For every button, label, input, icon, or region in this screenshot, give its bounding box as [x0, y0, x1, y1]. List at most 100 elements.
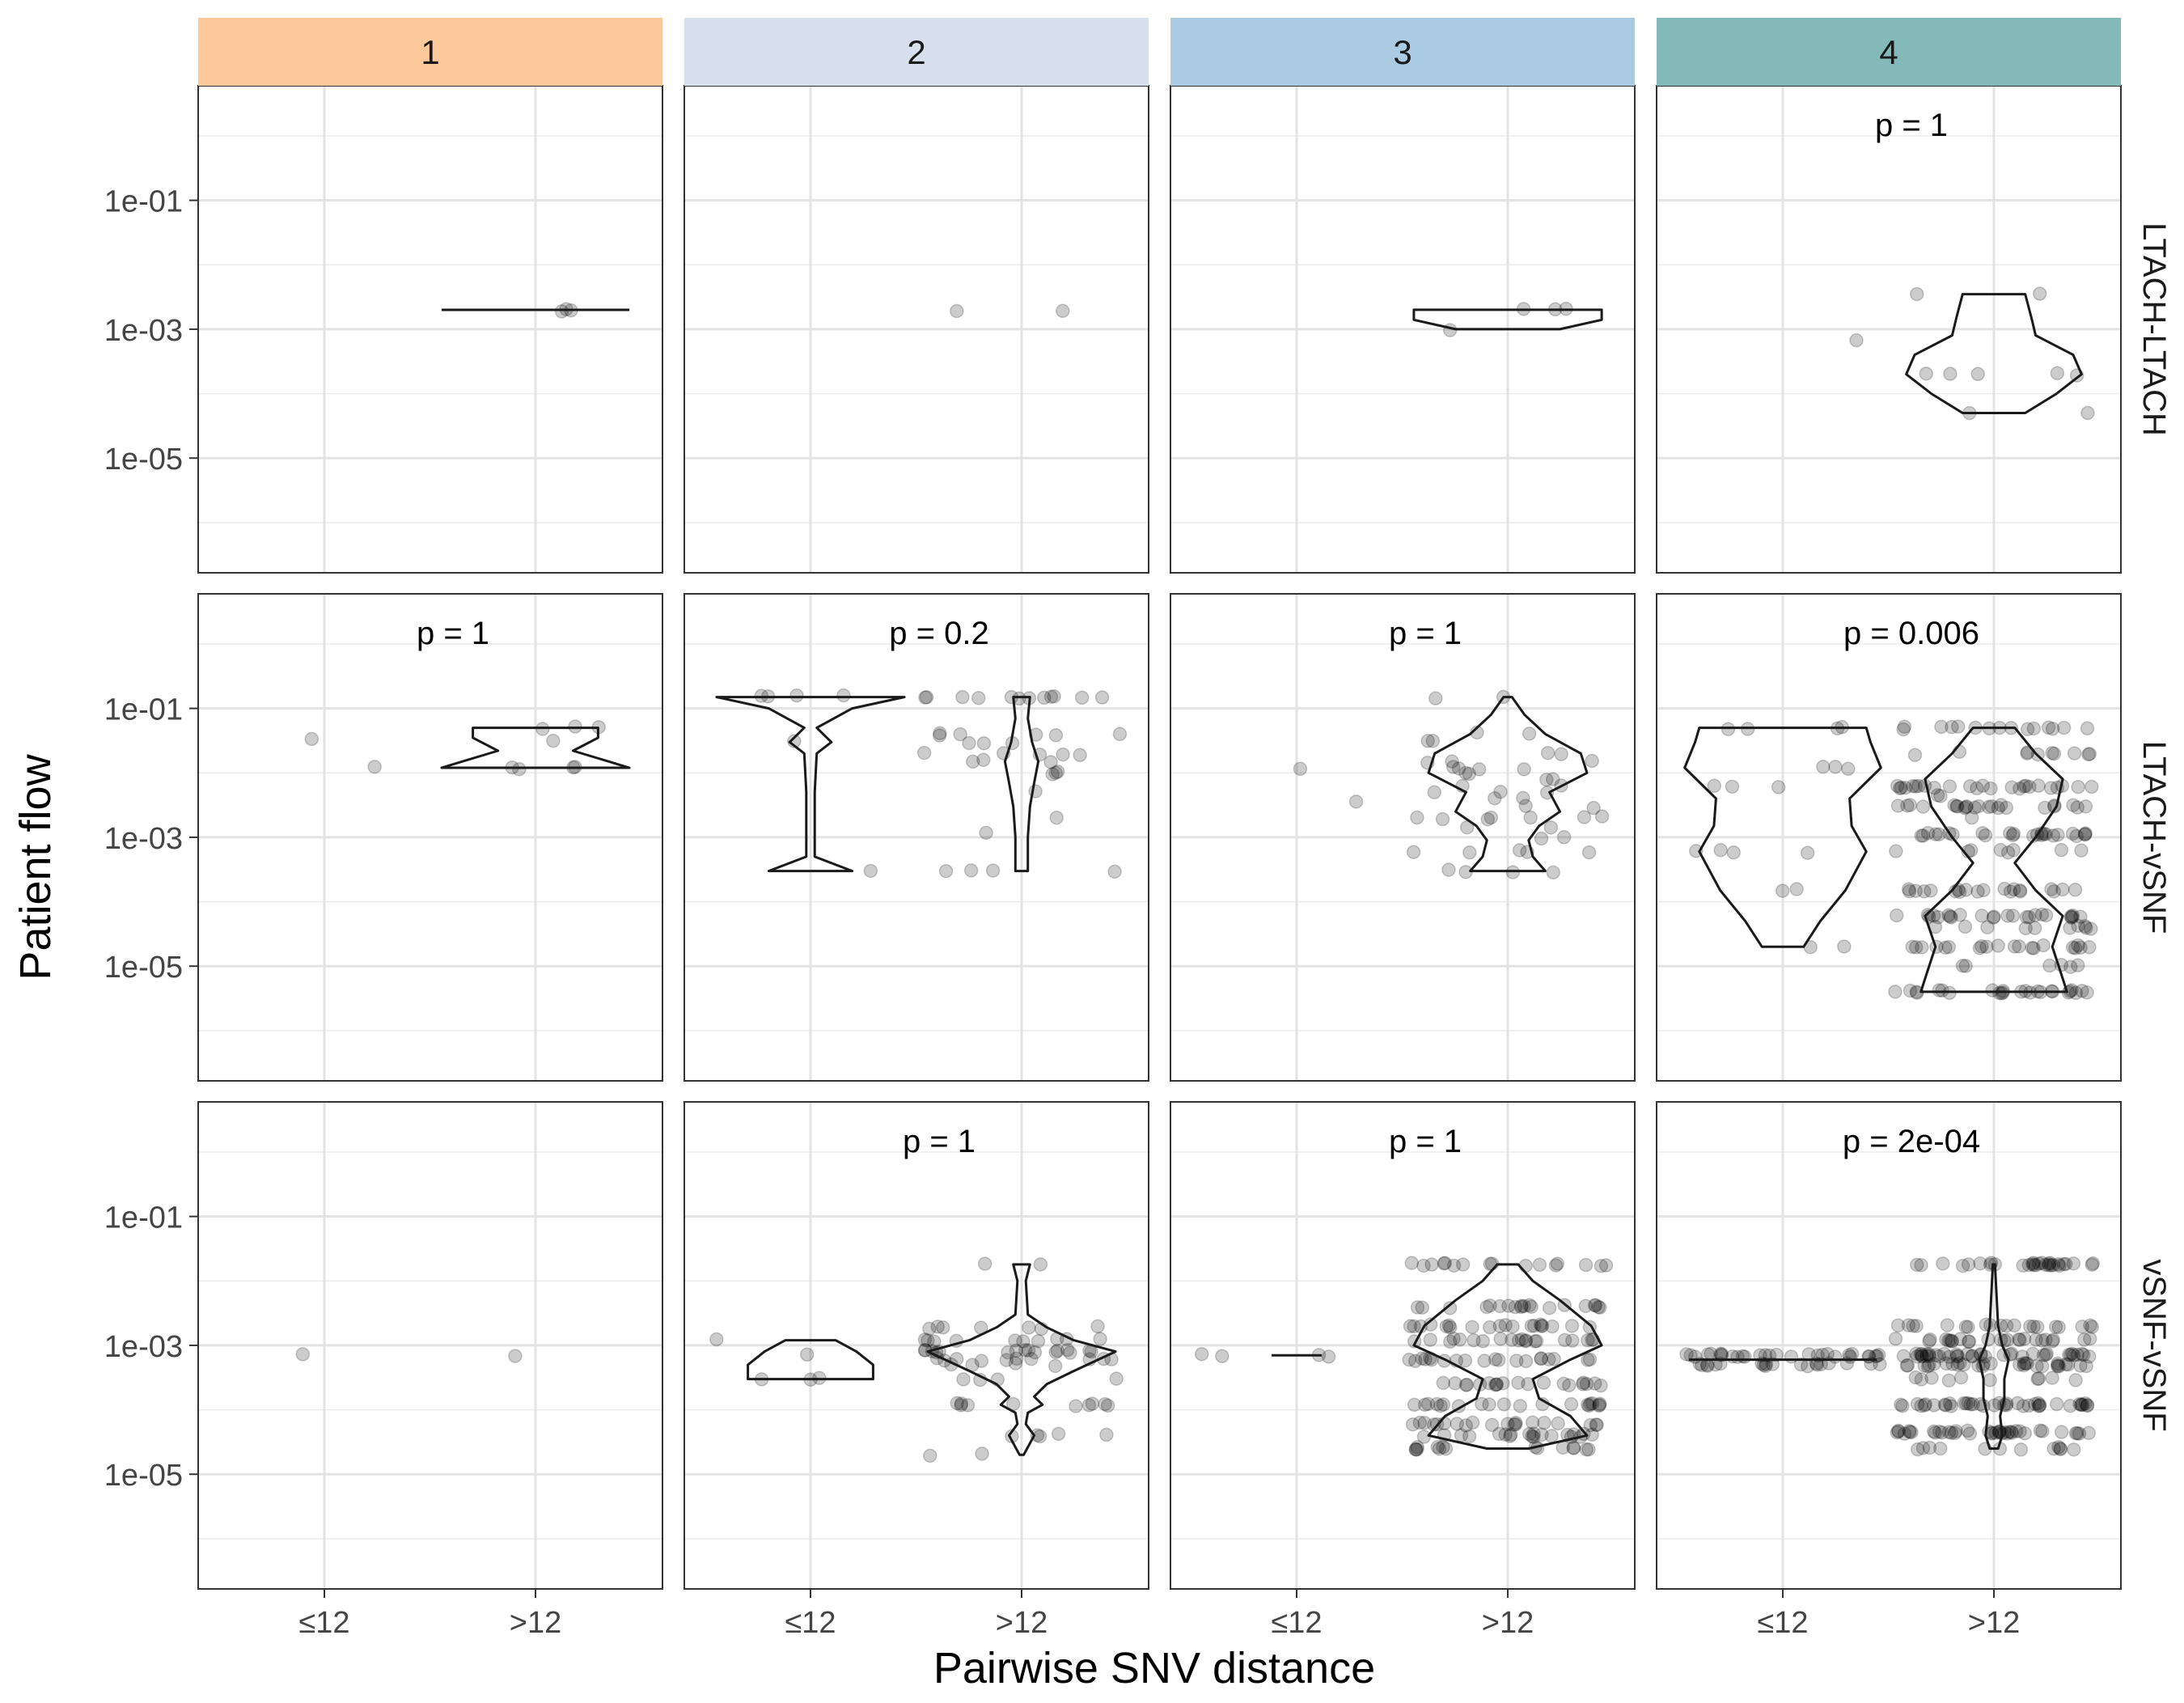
data-point — [1577, 810, 1592, 824]
data-point — [1914, 1398, 1928, 1413]
data-point — [1899, 1358, 1915, 1373]
data-point — [1050, 1343, 1065, 1358]
data-point — [2063, 921, 2077, 935]
data-point — [1950, 1349, 1966, 1364]
violin — [1003, 696, 1040, 873]
data-point — [1775, 883, 1790, 898]
data-point — [1960, 1346, 1975, 1362]
data-point — [1526, 1318, 1542, 1333]
data-point — [2046, 1257, 2061, 1273]
panel-border — [684, 593, 1149, 1082]
data-point — [954, 1396, 969, 1411]
data-point — [1534, 1319, 1549, 1333]
data-point — [1467, 1332, 1481, 1348]
data-point — [2073, 1397, 2089, 1413]
data-point — [1047, 689, 1061, 704]
data-point — [1737, 1349, 1752, 1364]
data-point — [2063, 910, 2079, 925]
data-point — [1962, 1426, 1978, 1441]
data-point — [923, 1448, 938, 1464]
data-point — [932, 728, 947, 743]
data-point — [1033, 1257, 1048, 1272]
data-point — [1888, 985, 1903, 999]
data-point — [1050, 765, 1065, 779]
data-point — [2046, 828, 2061, 843]
data-point — [1914, 1346, 1929, 1362]
data-point — [1908, 779, 1924, 794]
data-point — [1581, 1332, 1595, 1348]
data-point — [1984, 799, 2000, 814]
data-point — [1458, 1378, 1474, 1392]
data-point — [1426, 1417, 1441, 1432]
data-point — [2033, 1423, 2048, 1438]
data-point — [2066, 1256, 2081, 1271]
data-point — [1901, 1318, 1916, 1332]
panel: p = 1 — [197, 593, 663, 1082]
data-point — [1503, 1429, 1517, 1443]
data-point — [1919, 1347, 1934, 1362]
data-point — [1518, 1258, 1533, 1273]
data-point — [1988, 1426, 2003, 1440]
data-point — [2019, 909, 2034, 925]
data-point — [2032, 286, 2047, 301]
data-point — [2022, 779, 2037, 794]
data-point — [2049, 1396, 2064, 1412]
data-point — [1849, 333, 1864, 348]
data-point — [938, 863, 954, 879]
x-tick-label: ≤12 — [1757, 1606, 1808, 1640]
data-point — [975, 1447, 989, 1461]
data-point — [2026, 1256, 2041, 1270]
data-point — [2021, 909, 2037, 925]
data-point — [1022, 1320, 1036, 1335]
data-point — [1534, 831, 1549, 846]
data-point — [1488, 1352, 1503, 1366]
data-point — [1902, 883, 1917, 899]
x-tick-label: >12 — [1482, 1606, 1534, 1640]
data-point — [1908, 1370, 1924, 1385]
data-point — [2026, 1320, 2041, 1334]
data-point — [508, 1349, 523, 1363]
data-point — [1964, 810, 1979, 825]
data-point — [1037, 690, 1052, 705]
data-point — [2041, 720, 2056, 735]
data-point — [1509, 1354, 1524, 1368]
y-tick-label: 1e-03 — [104, 822, 183, 856]
data-point — [1441, 862, 1456, 877]
data-point — [1578, 1257, 1594, 1273]
data-point — [1944, 1426, 1959, 1440]
data-point — [1407, 1354, 1423, 1369]
data-point — [1814, 1357, 1828, 1371]
data-point — [1957, 1396, 1971, 1411]
data-point — [1112, 727, 1128, 742]
column-strip — [1170, 18, 1635, 86]
data-point — [1522, 727, 1537, 741]
data-point — [1967, 800, 1983, 815]
data-point — [1891, 1424, 1906, 1439]
data-point — [2003, 826, 2017, 841]
data-point — [953, 727, 967, 742]
data-point — [1980, 920, 1995, 934]
data-point — [1581, 1353, 1595, 1367]
data-point — [1048, 1358, 1063, 1374]
data-point — [1908, 940, 1924, 955]
data-point — [1593, 1300, 1607, 1315]
data-point — [2013, 1332, 2027, 1347]
data-point — [1987, 1398, 2002, 1413]
data-point — [2007, 1318, 2021, 1333]
data-point — [1060, 1342, 1075, 1358]
data-point — [2056, 1256, 2072, 1272]
data-point — [1965, 1349, 1979, 1364]
data-point — [1963, 843, 1979, 858]
data-point — [1588, 1298, 1603, 1313]
data-point — [1471, 762, 1487, 777]
data-point — [1094, 690, 1110, 705]
data-point — [1407, 1319, 1421, 1334]
data-point — [1999, 1318, 2014, 1333]
data-point — [2059, 1256, 2073, 1272]
data-point — [1888, 1331, 1903, 1346]
data-point — [2064, 1346, 2080, 1362]
data-point — [2063, 1398, 2078, 1413]
data-point — [512, 761, 527, 777]
data-point — [1048, 765, 1063, 780]
data-point — [1505, 1319, 1520, 1334]
